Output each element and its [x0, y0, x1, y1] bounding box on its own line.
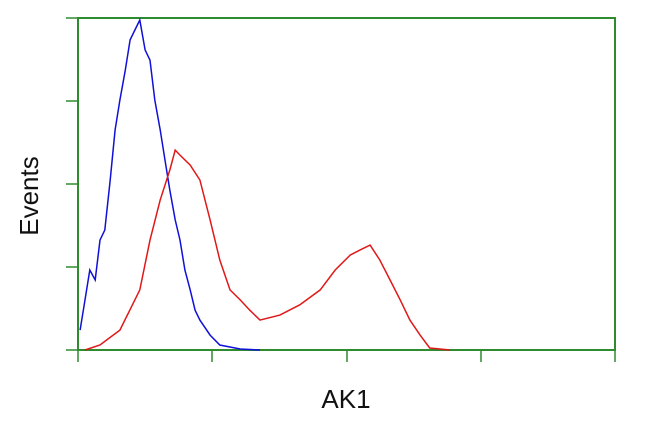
tick-decoration	[66, 17, 616, 362]
histogram-line	[84, 148, 451, 351]
y-axis-label: Events	[14, 156, 44, 236]
plot-frame	[77, 17, 616, 351]
histogram-line	[79, 17, 261, 351]
x-axis-label: AK1	[321, 384, 370, 414]
